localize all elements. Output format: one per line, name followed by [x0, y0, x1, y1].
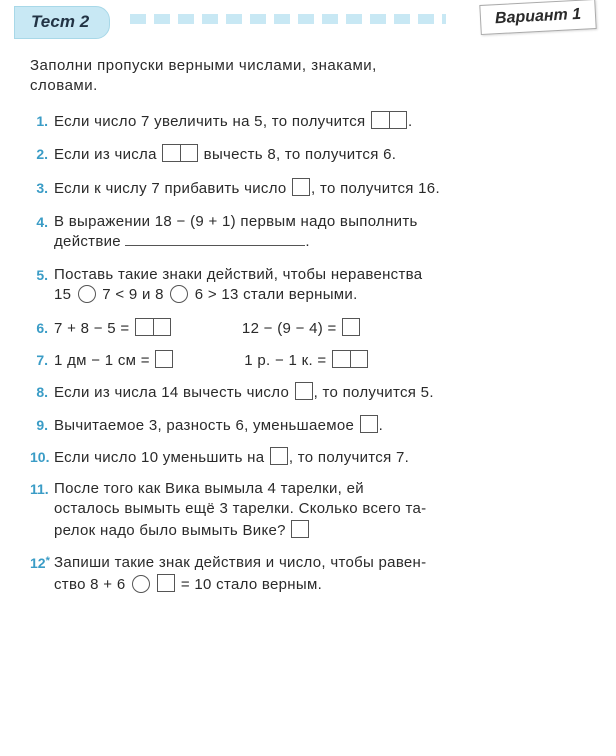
answer-blank-line[interactable] — [125, 232, 305, 246]
answer-box-2digit[interactable] — [332, 350, 368, 368]
q12-text-b: ство 8 + 6 — [54, 576, 130, 593]
instruction: Заполни пропуски верными числами, знакам… — [30, 56, 586, 97]
question-4: 4. В выражении 18 − (9 + 1) первым надо … — [30, 212, 586, 253]
question-5: 5. Поставь такие знаки действий, чтобы н… — [30, 265, 586, 306]
q12-number: 12 — [30, 553, 54, 573]
q1-text-b: . — [408, 113, 412, 130]
answer-box-1digit[interactable] — [360, 415, 378, 433]
answer-box-1digit[interactable] — [292, 178, 310, 196]
question-12: 12 Запиши такие знак действия и число, ч… — [30, 553, 586, 595]
question-7: 7. 1 дм − 1 см = 1 р. − 1 к. = — [30, 350, 586, 371]
answer-box-1digit[interactable] — [295, 382, 313, 400]
content: Заполни пропуски верными числами, знакам… — [0, 50, 616, 595]
q4-text-a: В выражении 18 − (9 + 1) первым надо вып… — [54, 213, 418, 230]
answer-box-2digit[interactable] — [162, 144, 198, 162]
q2-body: Если из числа вычесть 8, то получится 6. — [54, 144, 586, 165]
q7-text-b: 1 р. − 1 к. = — [244, 352, 331, 369]
q6-body: 7 + 8 − 5 = 12 − (9 − 4) = — [54, 318, 586, 339]
q5-text-d: 6 > 13 стали верными. — [190, 286, 357, 303]
q3-number: 3. — [30, 178, 54, 198]
q1-text-a: Если число 7 увеличить на 5, то получитс… — [54, 113, 370, 130]
q9-text-b: . — [379, 417, 383, 434]
answer-circle-sign[interactable] — [170, 285, 188, 303]
q5-text-a: Поставь такие знаки действий, чтобы нера… — [54, 266, 422, 283]
question-11: 11. После того как Вика вымыла 4 тарелки… — [30, 479, 586, 541]
q8-text-a: Если из числа 14 вычесть число — [54, 384, 294, 401]
q1-body: Если число 7 увеличить на 5, то получитс… — [54, 111, 586, 132]
q11-text-a: После того как Вика вымыла 4 тарелки, ей — [54, 480, 364, 497]
question-8: 8. Если из числа 14 вычесть число , то п… — [30, 382, 586, 403]
answer-box-1digit[interactable] — [291, 520, 309, 538]
q11-text-b: осталось вымыть ещё 3 тарелки. Сколько в… — [54, 500, 426, 517]
q12-body: Запиши такие знак действия и число, чтоб… — [54, 553, 586, 595]
answer-box-1digit[interactable] — [270, 447, 288, 465]
q11-number: 11. — [30, 479, 54, 499]
question-3: 3. Если к числу 7 прибавить число , то п… — [30, 178, 586, 199]
q2-text-b: вычесть 8, то получится 6. — [199, 146, 396, 163]
q12-text-c: = 10 стало верным. — [176, 576, 322, 593]
q10-text-b: , то получится 7. — [289, 449, 409, 466]
answer-circle-sign[interactable] — [132, 575, 150, 593]
q6-text-a: 7 + 8 − 5 = — [54, 320, 134, 337]
q10-number: 10. — [30, 447, 54, 467]
instruction-line1: Заполни пропуски верными числами, знакам… — [30, 57, 377, 74]
q4-text-b: действие — [54, 233, 125, 250]
q4-number: 4. — [30, 212, 54, 232]
answer-circle-sign[interactable] — [78, 285, 96, 303]
q5-text-c: 7 < 9 и 8 — [98, 286, 168, 303]
q7-body: 1 дм − 1 см = 1 р. − 1 к. = — [54, 350, 586, 371]
q9-text-a: Вычитаемое 3, разность 6, уменьшаемое — [54, 417, 359, 434]
q4-text-c: . — [305, 233, 309, 250]
answer-box-1digit[interactable] — [157, 574, 175, 592]
question-10: 10. Если число 10 уменьшить на , то полу… — [30, 447, 586, 468]
q5-body: Поставь такие знаки действий, чтобы нера… — [54, 265, 586, 306]
test-label: Тест 2 — [14, 6, 110, 39]
question-2: 2. Если из числа вычесть 8, то получится… — [30, 144, 586, 165]
q5-number: 5. — [30, 265, 54, 285]
q7-number: 7. — [30, 350, 54, 370]
header: Тест 2 Вариант 1 — [0, 0, 616, 50]
answer-box-1digit[interactable] — [155, 350, 173, 368]
variant-label: Вариант 1 — [479, 0, 597, 35]
q3-text-a: Если к числу 7 прибавить число — [54, 180, 291, 197]
q11-body: После того как Вика вымыла 4 тарелки, ей… — [54, 479, 586, 541]
q8-body: Если из числа 14 вычесть число , то полу… — [54, 382, 586, 403]
instruction-line2: словами. — [30, 77, 98, 94]
q7-text-a: 1 дм − 1 см = — [54, 352, 154, 369]
q1-number: 1. — [30, 111, 54, 131]
q2-number: 2. — [30, 144, 54, 164]
q10-body: Если число 10 уменьшить на , то получитс… — [54, 447, 586, 468]
question-6: 6. 7 + 8 − 5 = 12 − (9 − 4) = — [30, 318, 586, 339]
q4-body: В выражении 18 − (9 + 1) первым надо вып… — [54, 212, 586, 253]
q8-number: 8. — [30, 382, 54, 402]
q5-text-b: 15 — [54, 286, 76, 303]
q3-text-b: , то получится 16. — [311, 180, 440, 197]
q9-body: Вычитаемое 3, разность 6, уменьшаемое . — [54, 415, 586, 436]
q11-text-c: релок надо было вымыть Вике? — [54, 522, 290, 539]
question-9: 9. Вычитаемое 3, разность 6, уменьшаемое… — [30, 415, 586, 436]
answer-box-1digit[interactable] — [342, 318, 360, 336]
q6-text-b: 12 − (9 − 4) = — [242, 320, 341, 337]
q10-text-a: Если число 10 уменьшить на — [54, 449, 269, 466]
question-1: 1. Если число 7 увеличить на 5, то получ… — [30, 111, 586, 132]
answer-box-2digit[interactable] — [371, 111, 407, 129]
q6-number: 6. — [30, 318, 54, 338]
q3-body: Если к числу 7 прибавить число , то полу… — [54, 178, 586, 199]
q2-text-a: Если из числа — [54, 146, 161, 163]
q9-number: 9. — [30, 415, 54, 435]
answer-box-2digit[interactable] — [135, 318, 171, 336]
header-stripe — [130, 14, 446, 24]
q8-text-b: , то получится 5. — [314, 384, 434, 401]
q12-text-a: Запиши такие знак действия и число, чтоб… — [54, 554, 426, 571]
